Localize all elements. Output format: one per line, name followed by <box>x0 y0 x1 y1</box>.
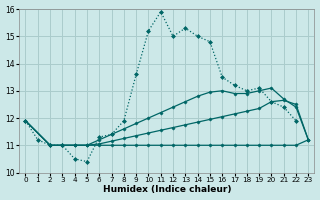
X-axis label: Humidex (Indice chaleur): Humidex (Indice chaleur) <box>103 185 231 194</box>
